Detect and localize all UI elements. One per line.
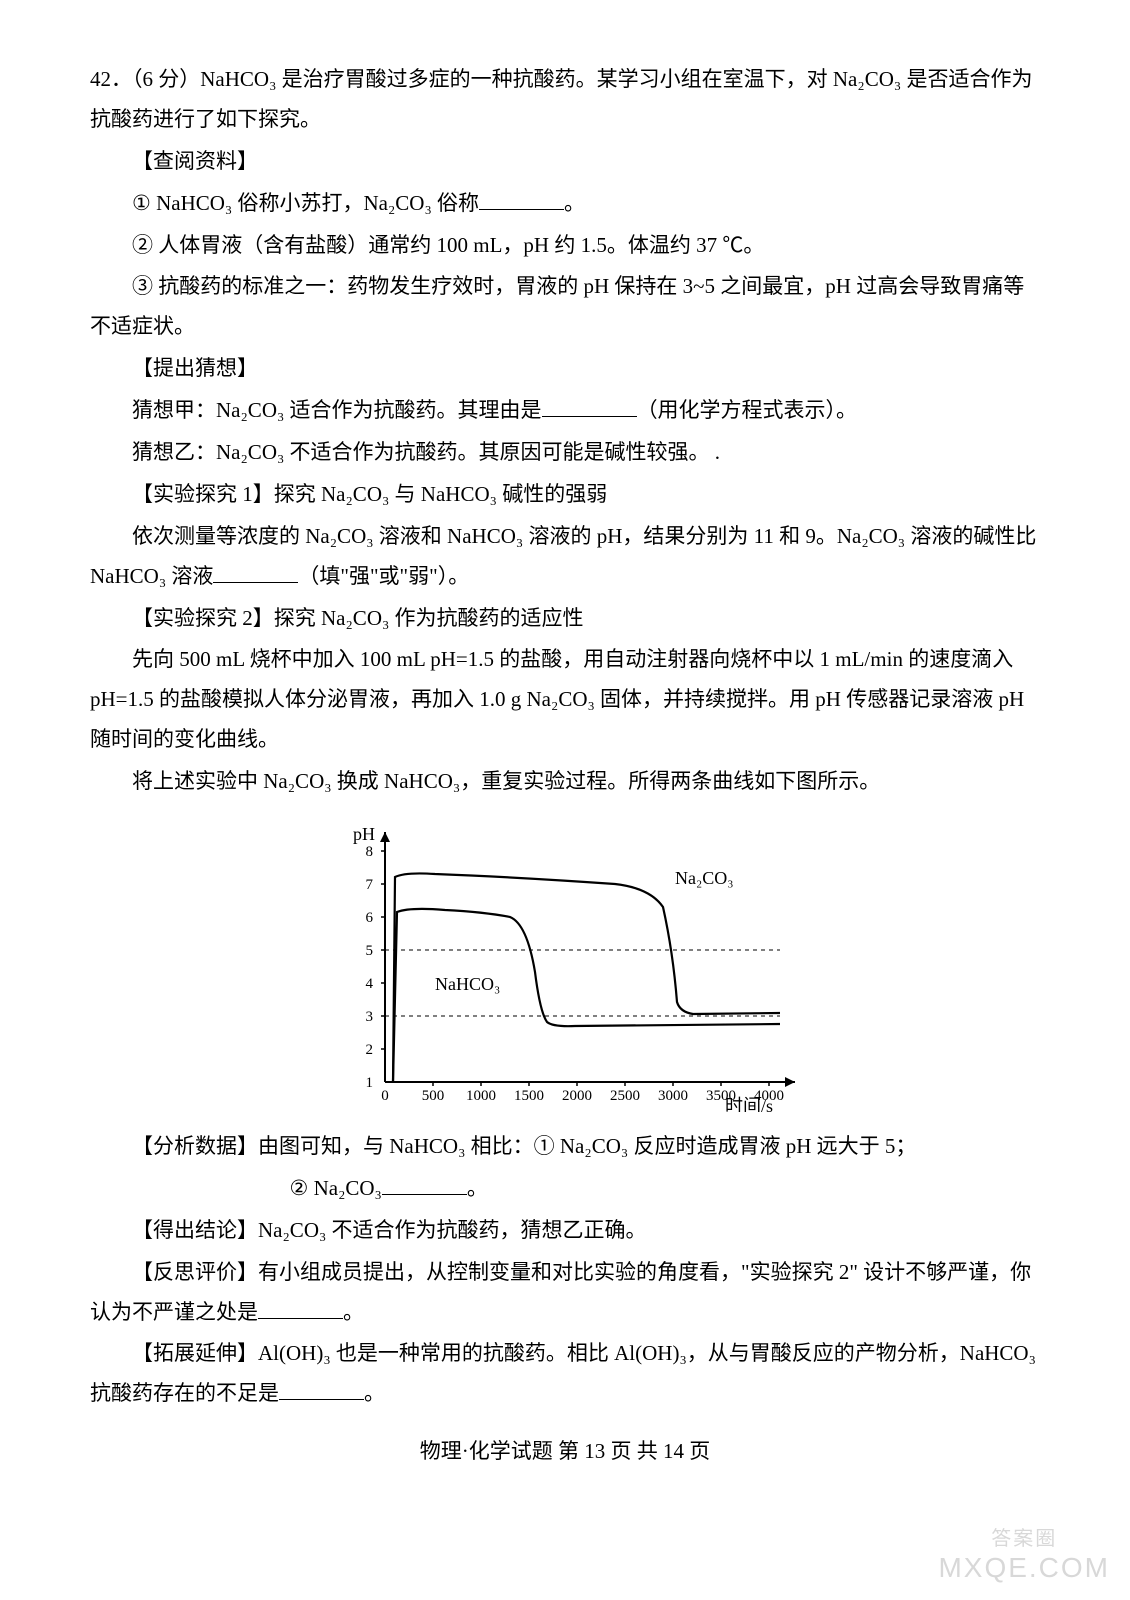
blank-6 — [279, 1381, 364, 1400]
svg-text:1000: 1000 — [466, 1088, 496, 1104]
exp2-text1: 先向 500 mL 烧杯中加入 100 mL pH=1.5 的盐酸，用自动注射器… — [90, 640, 1040, 760]
analysis-text1: 由图可知，与 NaHCO₃ 相比：① Na₂CO₃ 反应时造成胃液 pH 远大于… — [258, 1134, 916, 1158]
extension: 【拓展延伸】Al(OH)₃ 也是一种常用的抗酸药。相比 Al(OH)₃，从与胃酸… — [90, 1334, 1040, 1414]
chart-svg: 1 2 3 4 5 6 7 8 0 500 1000 1500 2000 250… — [315, 812, 815, 1112]
x-ticks: 0 500 1000 1500 2000 2500 3000 3500 4000 — [381, 1082, 784, 1104]
conclusion-text: Na₂CO₃ 不适合作为抗酸药，猜想乙正确。 — [258, 1218, 647, 1242]
lookup-item2: ② 人体胃液（含有盐酸）通常约 100 mL，pH 约 1.5。体温约 37 ℃… — [90, 226, 1040, 266]
hyp-1a: 猜想甲：Na₂CO₃ 适合作为抗酸药。其理由是 — [132, 398, 542, 422]
blank-2 — [542, 398, 637, 417]
analysis-title: 【分析数据】 — [132, 1134, 258, 1158]
svg-text:3000: 3000 — [658, 1088, 688, 1104]
question-intro: 42．（6 分）NaHCO₃ 是治疗胃酸过多症的一种抗酸药。某学习小组在室温下，… — [90, 60, 1040, 140]
curve2-label: NaHCO₃ — [435, 974, 500, 994]
intro-text: NaHCO₃ 是治疗胃酸过多症的一种抗酸药。某学习小组在室温下，对 Na₂CO₃… — [90, 67, 1032, 131]
svg-text:1: 1 — [366, 1075, 374, 1091]
exp1-title: 【实验探究 1】探究 Na₂CO₃ 与 NaHCO₃ 碱性的强弱 — [90, 475, 1040, 515]
blank-5 — [258, 1300, 343, 1319]
lookup-item1-text: ① NaHCO₃ 俗称小苏打，Na₂CO₃ 俗称 — [132, 191, 479, 215]
blank-1 — [479, 191, 564, 210]
hypothesis-title: 【提出猜想】 — [90, 349, 1040, 389]
svg-text:5: 5 — [366, 943, 374, 959]
svg-text:8: 8 — [366, 844, 374, 860]
conclusion-title: 【得出结论】 — [132, 1218, 258, 1242]
y-ticks: 1 2 3 4 5 6 7 8 — [366, 844, 386, 1091]
blank-3 — [213, 564, 298, 583]
svg-text:2000: 2000 — [562, 1088, 592, 1104]
analysis-line2: ② Na₂CO₃ 。 — [90, 1169, 1040, 1209]
svg-text:2: 2 — [366, 1042, 374, 1058]
extension-title: 【拓展延伸】 — [132, 1341, 258, 1365]
lookup-item3: ③ 抗酸药的标准之一：药物发生疗效时，胃液的 pH 保持在 3~5 之间最宜，p… — [90, 267, 1040, 347]
exp1-text: 依次测量等浓度的 Na₂CO₃ 溶液和 NaHCO₃ 溶液的 pH，结果分别为 … — [90, 517, 1040, 597]
question-number: 42．（6 分） — [90, 67, 200, 91]
blank-4 — [382, 1176, 467, 1195]
svg-text:1500: 1500 — [514, 1088, 544, 1104]
lookup-title: 【查阅资料】 — [90, 142, 1040, 182]
extension-1b: 。 — [364, 1381, 385, 1405]
watermark-top: 答案圈 — [938, 1527, 1110, 1551]
svg-text:2500: 2500 — [610, 1088, 640, 1104]
lookup-item1: ① NaHCO₃ 俗称小苏打，Na₂CO₃ 俗称 。 — [90, 184, 1040, 224]
watermark-bottom: MXQE.COM — [938, 1551, 1110, 1585]
reflection: 【反思评价】有小组成员提出，从控制变量和对比实验的角度看，"实验探究 2" 设计… — [90, 1253, 1040, 1333]
analysis-2a: ② Na₂CO₃ — [290, 1176, 382, 1200]
svg-text:3: 3 — [366, 1009, 374, 1025]
exp1-1b: （填"强"或"弱"）。 — [298, 564, 469, 588]
analysis-2b: 。 — [467, 1176, 488, 1200]
reflection-title: 【反思评价】 — [132, 1260, 258, 1284]
exp2-title: 【实验探究 2】探究 Na₂CO₃ 作为抗酸药的适应性 — [90, 599, 1040, 639]
hypothesis-item1: 猜想甲：Na₂CO₃ 适合作为抗酸药。其理由是 （用化学方程式表示）。 — [90, 391, 1040, 431]
svg-text:0: 0 — [381, 1088, 389, 1104]
ph-time-chart: 1 2 3 4 5 6 7 8 0 500 1000 1500 2000 250… — [315, 812, 815, 1112]
analysis: 【分析数据】由图可知，与 NaHCO₃ 相比：① Na₂CO₃ 反应时造成胃液 … — [90, 1127, 1040, 1167]
lookup-item1-end: 。 — [564, 191, 585, 215]
page-footer: 物理·化学试题 第 13 页 共 14 页 — [90, 1432, 1040, 1472]
svg-text:500: 500 — [422, 1088, 445, 1104]
x-axis-label: 时间/s — [725, 1096, 773, 1112]
curve1-label: Na₂CO₃ — [675, 868, 734, 888]
watermark: 答案圈 MXQE.COM — [938, 1527, 1110, 1585]
svg-text:6: 6 — [366, 910, 374, 926]
conclusion: 【得出结论】Na₂CO₃ 不适合作为抗酸药，猜想乙正确。 — [90, 1211, 1040, 1251]
y-axis-label: pH — [353, 824, 375, 844]
exp2-text2: 将上述实验中 Na₂CO₃ 换成 NaHCO₃，重复实验过程。所得两条曲线如下图… — [90, 762, 1040, 802]
hypothesis-item2: 猜想乙：Na₂CO₃ 不适合作为抗酸药。其原因可能是碱性较强。 . — [90, 433, 1040, 473]
svg-text:7: 7 — [366, 877, 374, 893]
svg-text:4: 4 — [366, 976, 374, 992]
reflection-1b: 。 — [343, 1300, 364, 1324]
hyp-1b: （用化学方程式表示）。 — [637, 398, 858, 422]
